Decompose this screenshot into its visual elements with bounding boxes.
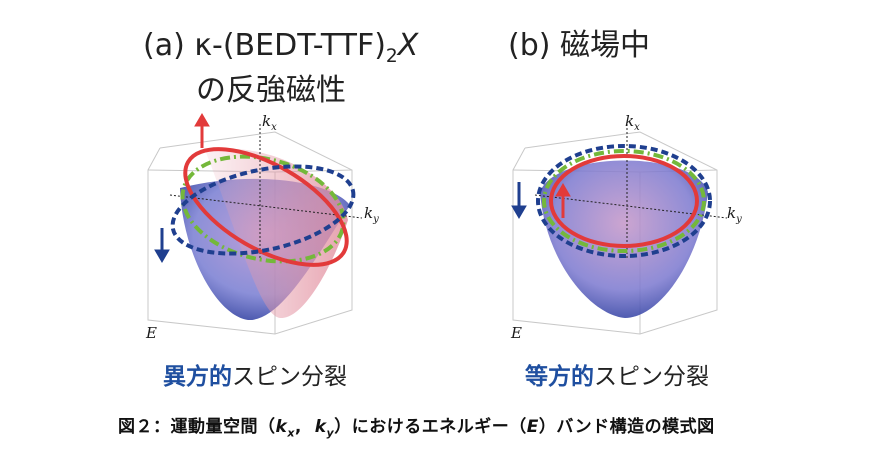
panel-b-label: (b) (508, 28, 551, 63)
spin-down-arrow (511, 182, 527, 219)
panel-b-e-label: E (511, 324, 522, 342)
panel-a-caption: 異方的スピン分裂 (163, 357, 347, 391)
degenerate-contour (542, 149, 706, 253)
figure-caption-mid: ）におけるエネルギー（ (334, 417, 527, 437)
panel-b-caption: 等方的スピン分裂 (525, 357, 709, 391)
panel-a-ky-label: ky (364, 204, 379, 225)
panel-b-caption-text: スピン分裂 (594, 364, 709, 390)
band-surface (540, 160, 708, 318)
panel-a-kx-label: kx (262, 112, 277, 133)
spin-up-arrow (555, 183, 571, 218)
panel-b-kx-label: kx (625, 112, 640, 133)
figure-caption-prefix: 図２：運動量空間（ (118, 417, 276, 437)
spin-up-contour (183, 147, 349, 267)
spin-down-contour (170, 164, 356, 256)
panel-a-title-variable: X (397, 28, 419, 63)
figure-caption-ky-sub: y (326, 426, 335, 440)
figure-caption-suffix: ）バンド構造の模式図 (538, 417, 715, 437)
figure-caption-kx: k (275, 417, 288, 437)
panel-a-title: (a) κ-(BEDT-TTF)2X (143, 29, 418, 67)
panel-b-ky-label: ky (727, 204, 742, 225)
spin-down-contour (536, 144, 712, 258)
panel-a-title-subscript: 2 (385, 45, 398, 67)
panel-a-diagram (147, 113, 363, 335)
figure-caption-e: E (526, 417, 539, 437)
panel-a-e-label: E (146, 324, 157, 342)
spin-down-arrow (154, 228, 170, 263)
panel-a-caption-text: スピン分裂 (232, 364, 347, 390)
panel-a-title-line2: の反強磁性 (196, 73, 346, 108)
spin-up-contour (549, 154, 699, 248)
figure-caption-ky: k (314, 417, 327, 437)
figure-caption-sep: , (294, 417, 315, 437)
panel-b-title: (b) 磁場中 (508, 29, 650, 63)
panel-b-caption-emphasis: 等方的 (525, 364, 594, 390)
spin-up-arrow (194, 113, 210, 148)
panel-a-label: (a) (143, 28, 185, 63)
ky-axis (169, 194, 363, 219)
band-surface-up (205, 148, 348, 319)
figure-caption-kx-sub: x (287, 426, 295, 440)
panel-b-title-main: 磁場中 (560, 28, 650, 63)
panel-b-diagram (511, 124, 728, 335)
figure-caption: 図２：運動量空間（kx, ky）におけるエネルギー（E）バンド構造の模式図 (118, 412, 715, 439)
panel-a-title-main: κ-(BEDT-TTF) (194, 28, 386, 63)
panel-a-caption-emphasis: 異方的 (163, 364, 232, 390)
